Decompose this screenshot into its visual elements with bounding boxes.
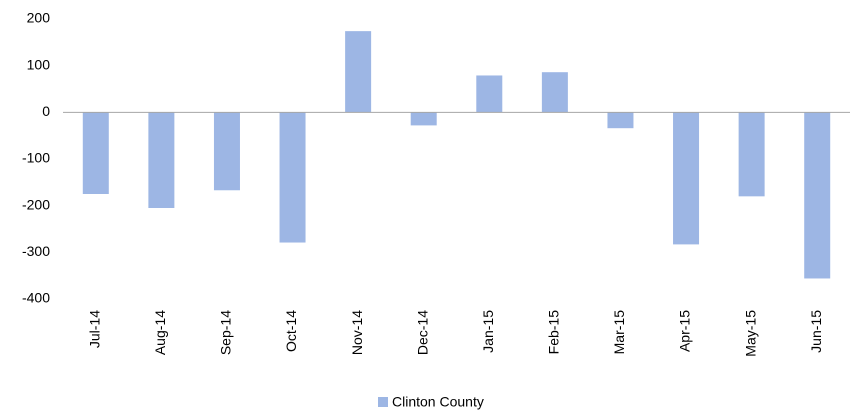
- x-tick-label: Aug-14: [152, 310, 168, 355]
- y-tick-label: 200: [27, 10, 51, 26]
- bar: [213, 112, 240, 191]
- bar: [148, 112, 175, 208]
- y-tick-label: -200: [22, 196, 50, 212]
- bar: [345, 31, 372, 113]
- x-tick-label: Jul-14: [86, 310, 102, 348]
- bar: [541, 72, 568, 113]
- bar: [279, 112, 306, 243]
- x-tick-label: May-15: [742, 310, 758, 357]
- y-tick-label: 0: [42, 103, 50, 119]
- y-tick-label: -100: [22, 150, 50, 166]
- bar: [738, 112, 765, 197]
- y-tick-label: 100: [27, 56, 51, 72]
- y-tick-label: -300: [22, 243, 50, 259]
- x-tick-label: Sep-14: [218, 310, 234, 355]
- x-tick-label: Nov-14: [349, 310, 365, 355]
- x-tick-label: Oct-14: [283, 310, 299, 352]
- x-tick-label: Dec-14: [414, 310, 430, 355]
- bar: [410, 112, 437, 126]
- bar: [476, 75, 503, 113]
- x-tick-label: Feb-15: [546, 310, 562, 355]
- bar: [673, 112, 700, 245]
- y-tick-label: -400: [22, 290, 50, 306]
- bar: [804, 112, 831, 279]
- bar: [607, 112, 634, 129]
- x-tick-label: Apr-15: [677, 310, 693, 352]
- legend-label: Clinton County: [392, 394, 484, 410]
- x-tick-label: Jun-15: [808, 310, 824, 353]
- bar: [82, 112, 109, 194]
- legend-swatch: [378, 397, 388, 407]
- x-tick-label: Mar-15: [611, 310, 627, 355]
- x-tick-label: Jan-15: [480, 310, 496, 353]
